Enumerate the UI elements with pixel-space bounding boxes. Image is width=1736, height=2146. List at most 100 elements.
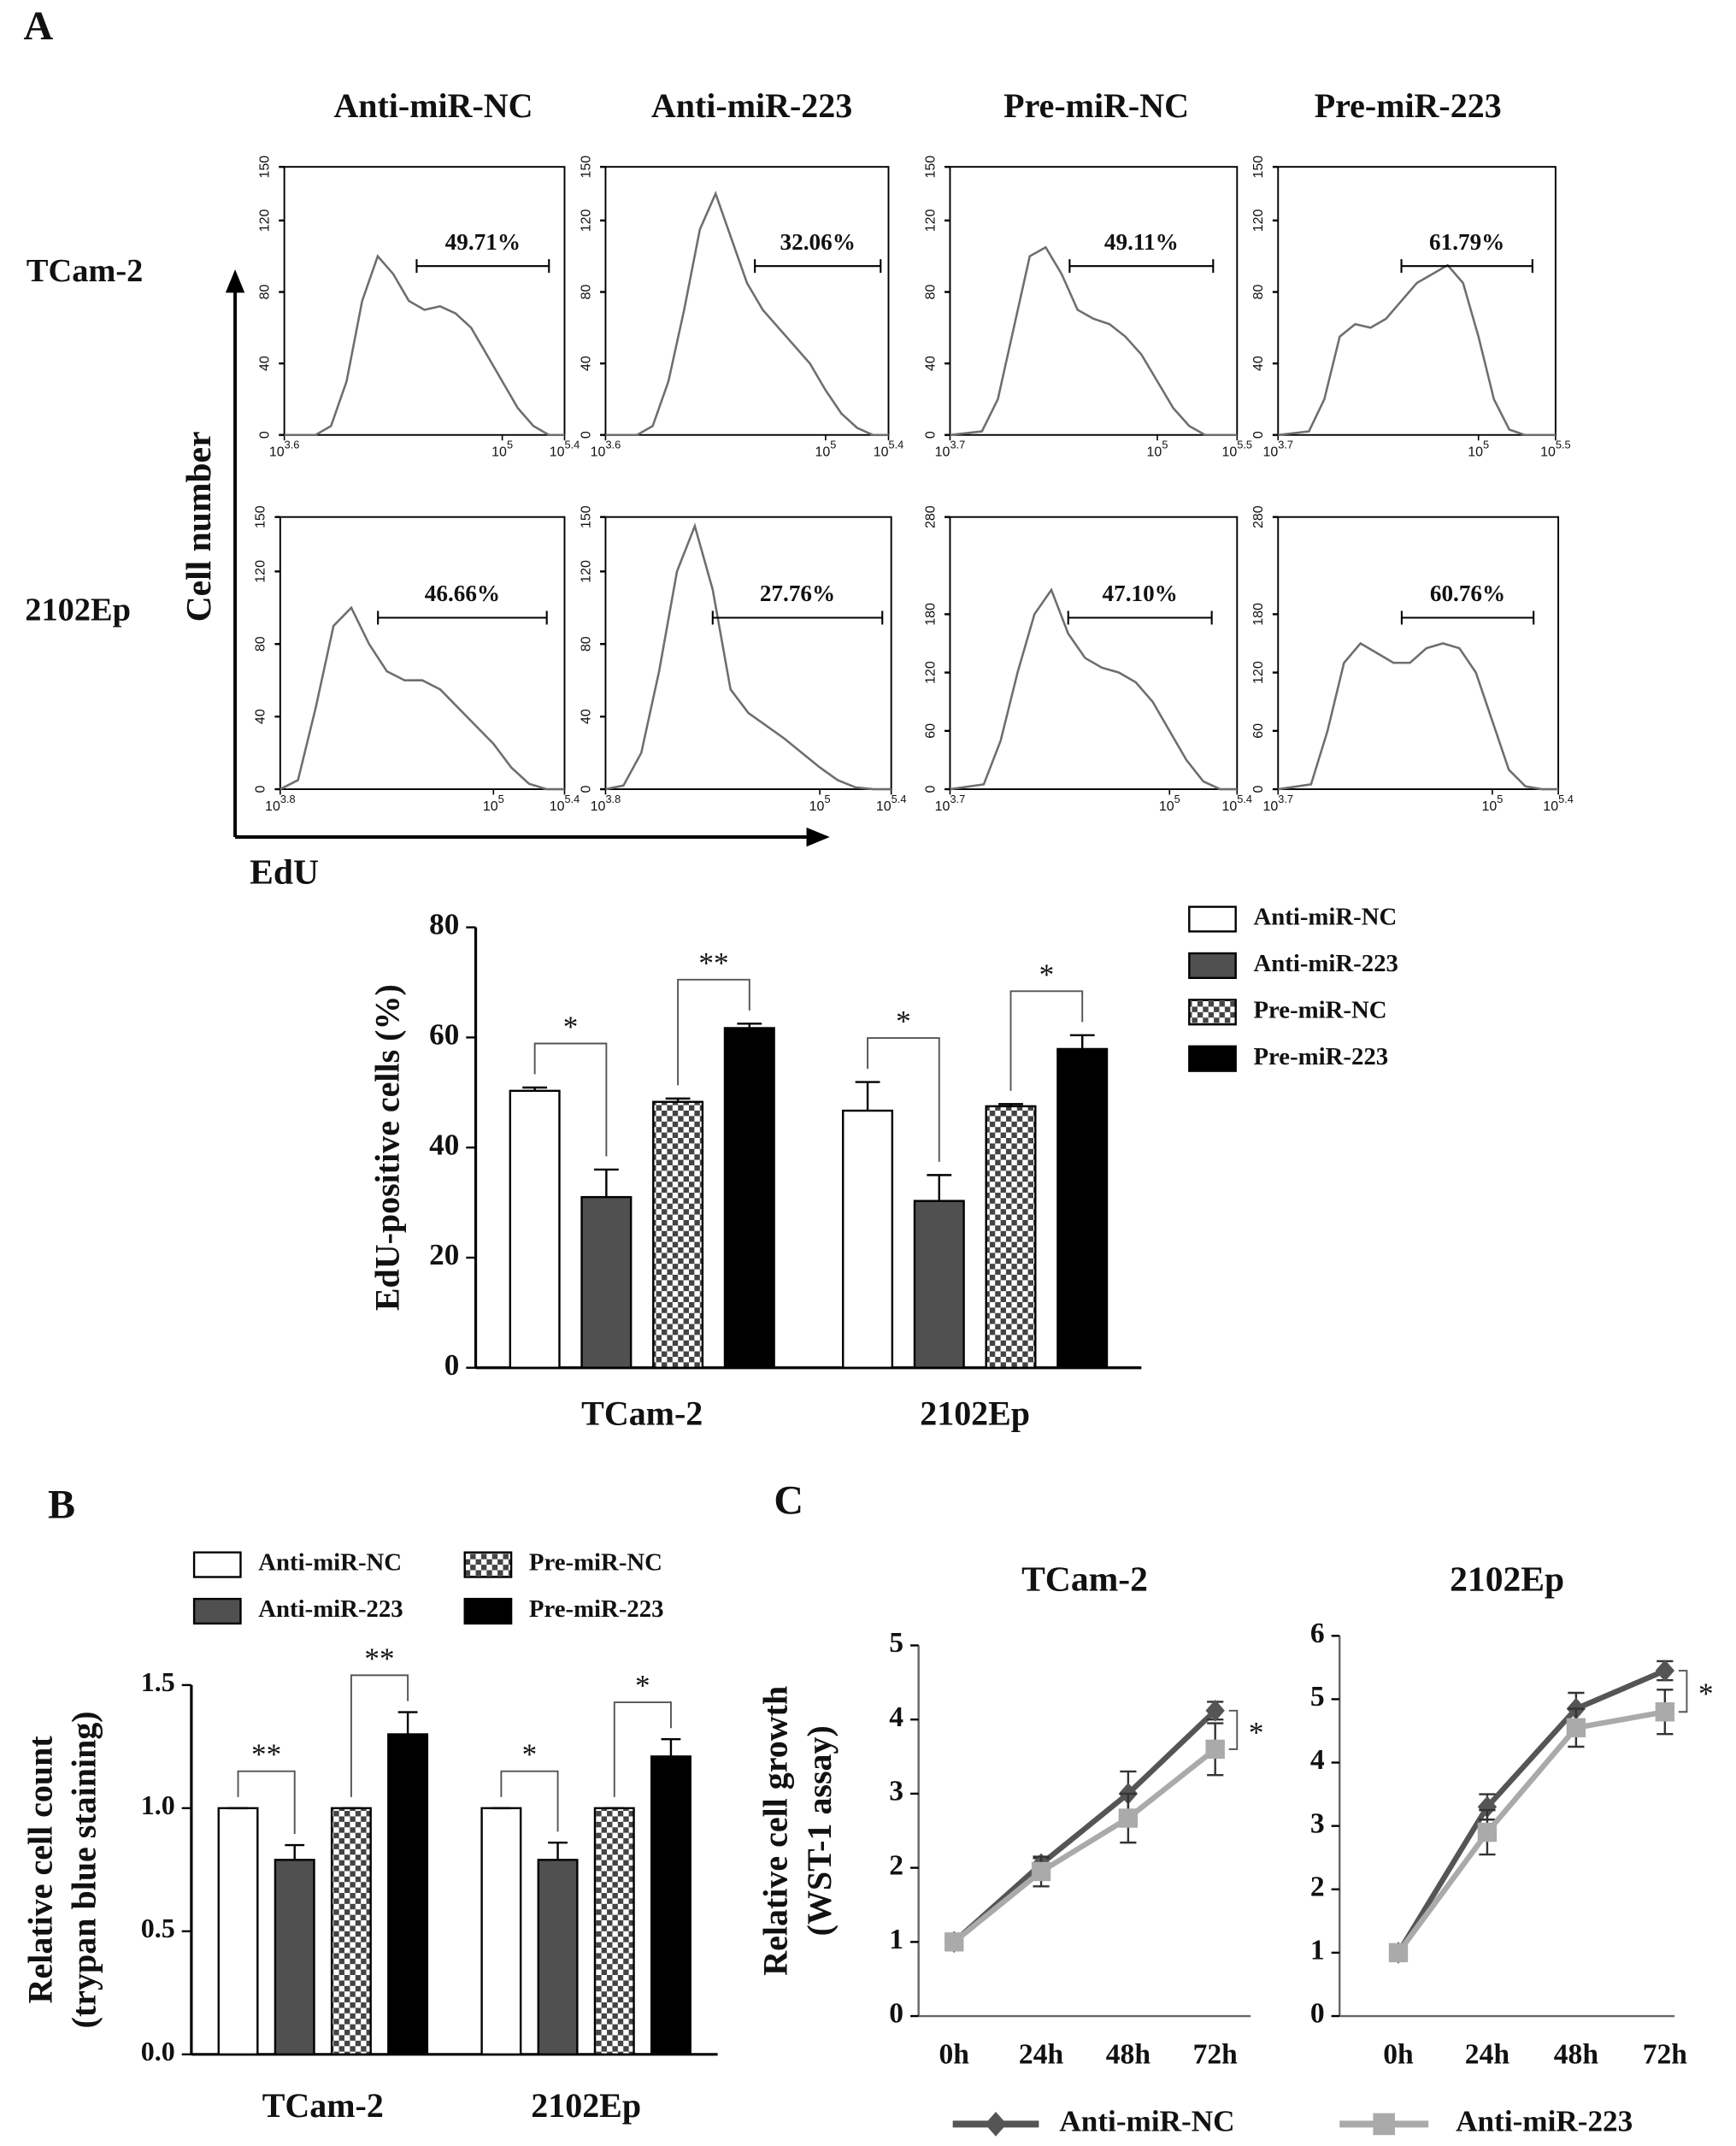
x-tick-label: 103.6	[591, 439, 621, 460]
y-tick-label: 120	[1251, 661, 1266, 684]
y-tick-label: 2	[1310, 1871, 1325, 1902]
y-tick-label: 0	[1310, 1998, 1325, 2030]
y-tick-label: 4	[1310, 1744, 1325, 1776]
x-tick-label: 103.7	[935, 439, 966, 460]
marker	[1655, 1702, 1675, 1722]
legend-swatch	[463, 1551, 513, 1578]
x-tick-exponent: 3.6	[285, 439, 300, 451]
bar	[723, 1027, 775, 1369]
marker	[1205, 1699, 1225, 1722]
gate-label: 49.71%	[445, 229, 521, 255]
x-tick-label: 105	[809, 793, 831, 814]
error-bar	[397, 1711, 418, 1735]
y-tick-label: 150	[254, 505, 268, 528]
y-tick-label: 0	[579, 431, 593, 439]
significance-label: *	[1698, 1677, 1714, 1711]
x-tick-base: 10	[591, 445, 606, 460]
x-tick-label: TCam-2	[262, 2086, 384, 2125]
plot-frame	[949, 516, 1239, 791]
gate	[1067, 610, 1213, 625]
x-tick-label: 2102Ep	[920, 1394, 1030, 1433]
x-tick-label: 103.8	[265, 793, 296, 814]
legend-swatch	[1188, 905, 1237, 933]
x-tick-label: 103.7	[1262, 439, 1293, 460]
x-tick-label: 105.4	[874, 439, 904, 460]
y-tick-label: 80	[257, 284, 272, 299]
y-tick-label: 80	[429, 908, 459, 941]
histogram-line	[1278, 641, 1559, 791]
bar	[509, 1089, 561, 1369]
x-tick-base: 10	[550, 799, 565, 814]
y-axis-label: (WST-1 assay)	[800, 1725, 839, 1936]
y-tick-label: 120	[257, 209, 272, 232]
x-tick-exponent: 5.5	[1237, 439, 1252, 451]
row-label: 2102Ep	[25, 592, 131, 628]
y-tick-label: 6	[1310, 1618, 1325, 1649]
x-tick-label: 105.4	[876, 793, 907, 814]
significance-label: **	[251, 1738, 281, 1772]
x-tick-exponent: 5	[498, 793, 504, 805]
bar	[387, 1733, 429, 2056]
x-tick-exponent: 5	[824, 793, 830, 805]
y-tick-label: 2	[889, 1849, 903, 1881]
y-tick-label: 40	[923, 356, 938, 371]
gate	[1400, 259, 1533, 274]
x-tick-exponent: 5.4	[564, 793, 580, 805]
y-tick-label: 40	[254, 709, 268, 724]
bar	[330, 1807, 372, 2056]
marker	[1031, 1861, 1051, 1882]
bar	[217, 1807, 259, 2056]
y-tick-label: 280	[923, 505, 938, 528]
chart-title: 2102Ep	[1450, 1559, 1564, 1598]
bar	[650, 1755, 691, 2056]
gate-label: 46.66%	[425, 581, 500, 606]
y-axis-label: (trypan blue staining)	[65, 1711, 103, 2028]
y-tick-label: 80	[254, 636, 268, 651]
y-tick-label: 40	[579, 709, 593, 724]
x-tick-base: 10	[874, 445, 889, 460]
y-tick-label: 120	[923, 209, 938, 232]
x-tick-label: 0h	[1383, 2039, 1414, 2071]
histogram-line	[1278, 263, 1556, 436]
legend-swatch	[192, 1597, 242, 1625]
y-tick-label: 1.0	[141, 1790, 175, 1820]
error-bar	[998, 1103, 1023, 1106]
x-tick-exponent: 3.7	[1278, 793, 1293, 805]
x-tick-exponent: 3.7	[1278, 439, 1293, 451]
significance-bracket	[533, 1042, 608, 1157]
gate-label: 47.10%	[1103, 581, 1178, 606]
x-tick-base: 10	[1540, 445, 1556, 460]
significance-label: *	[1039, 958, 1055, 991]
plot-frame	[949, 166, 1239, 436]
y-tick-label: 20	[429, 1238, 459, 1271]
y-tick-label: 60	[1251, 723, 1266, 739]
gate	[754, 259, 882, 274]
y-tick-label: 4	[889, 1701, 903, 1733]
legend-label: Anti-miR-223	[1456, 2104, 1633, 2137]
legend-label: Pre-miR-223	[1253, 1043, 1388, 1070]
y-tick-label: 40	[579, 356, 593, 371]
legend-label: Anti-miR-NC	[1253, 904, 1397, 931]
histogram-line	[280, 605, 565, 791]
histogram-line	[605, 191, 889, 436]
bar	[274, 1859, 315, 2056]
y-tick-label: 1.5	[141, 1667, 175, 1697]
legend-swatch	[1188, 999, 1237, 1026]
x-tick-label: 105	[815, 439, 836, 460]
error-bar	[1069, 1034, 1095, 1049]
legend-label: Pre-miR-223	[529, 1595, 664, 1623]
gate-label: 32.06%	[780, 229, 856, 255]
x-tick-base: 10	[935, 799, 950, 814]
x-tick-exponent: 3.8	[280, 793, 296, 805]
y-tick-label: 3	[889, 1776, 903, 1807]
significance-label: *	[522, 1738, 538, 1772]
y-axis-label: EdU-positive cells (%)	[368, 984, 407, 1311]
x-tick-exponent: 5	[1162, 439, 1168, 451]
y-tick-label: 120	[579, 209, 593, 232]
y-tick-label: 40	[1251, 356, 1266, 371]
significance-label: *	[635, 1669, 650, 1702]
y-tick-label: 0	[579, 785, 593, 793]
x-tick-base: 10	[1147, 445, 1162, 460]
x-axis-label: EdU	[250, 852, 319, 891]
series-line	[952, 1747, 1217, 1944]
